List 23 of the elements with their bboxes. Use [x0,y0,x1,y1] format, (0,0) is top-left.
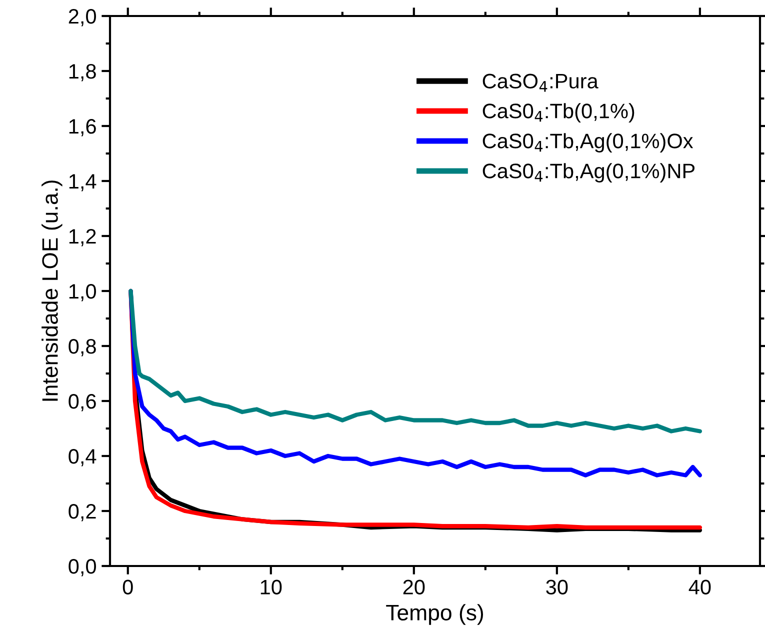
legend-label: CaS0$_{4}$:Tb,Ag(0,1%)NP [482,163,695,183]
x-axis-title: Tempo (s) [386,604,484,625]
y-tick-label: 0,4 [68,449,96,466]
legend-label: CaS0$_{4}$:Tb(0,1%) [482,103,634,122]
legend-label: CaS0$_{4}$:Tb,Ag(0,1%)Ox [482,133,694,153]
y-tick-label: 2,0 [68,9,96,26]
y-tick-label: 0,8 [68,339,96,356]
x-tick-label: 0 [122,580,133,594]
y-tick-label: 1,2 [69,229,96,246]
y-tick-label: 0,0 [68,559,96,576]
x-tick-label: 10 [260,580,282,594]
y-tick-label: 1,8 [69,64,96,82]
x-tick-label: 30 [546,580,568,594]
y-tick-label: 1,0 [69,284,96,302]
legend-label: CaSO$_{4}$:Pura [482,74,598,92]
y-axis-title: Intensidade LOE (u.a.) [42,180,62,401]
x-tick-label: 20 [403,580,425,594]
y-tick-label: 0,6 [68,394,96,412]
y-tick-label: 1,6 [69,119,96,136]
y-tick-label: 1,4 [69,174,96,192]
x-tick-label: 40 [688,580,711,594]
line-series [128,288,702,434]
y-tick-label: 0,2 [68,504,96,522]
